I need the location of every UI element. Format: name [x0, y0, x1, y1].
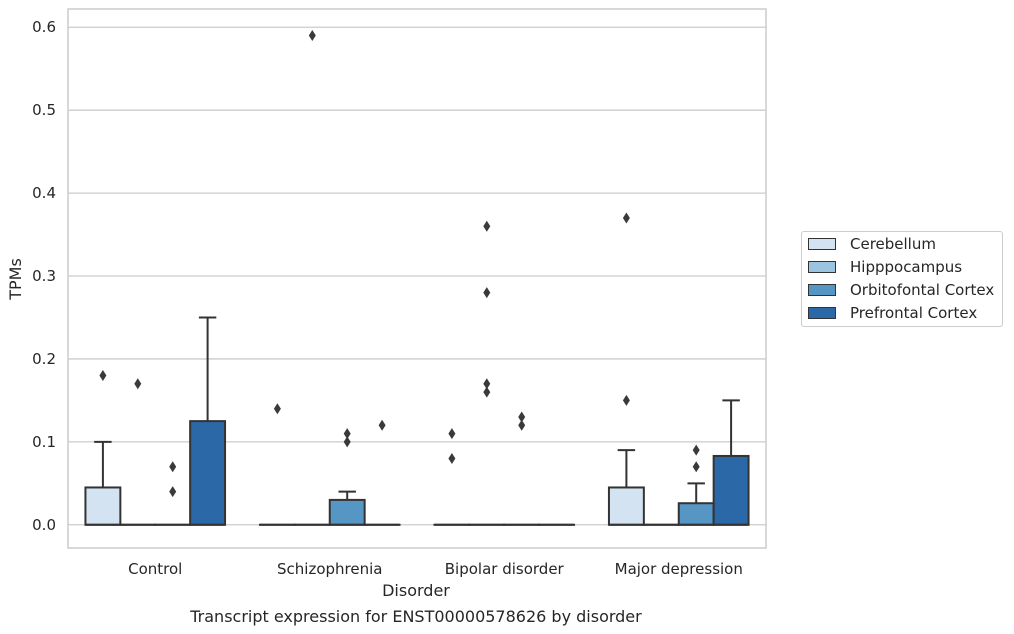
legend-swatch-prefrontal-cortex — [808, 307, 836, 319]
outlier-point — [169, 461, 177, 473]
legend-item-orbitofrontal-cortex: Orbitofontal Cortex — [808, 280, 994, 300]
box-hipppocampus-bipolar-disorder — [468, 220, 506, 526]
box-orbitofontal-cortex-control — [154, 461, 192, 526]
outlier-point — [483, 220, 491, 232]
legend-item-prefrontal-cortex: Prefrontal Cortex — [808, 303, 977, 323]
outlier-point — [273, 403, 281, 415]
legend-swatch-orbitofrontal-cortex — [808, 284, 836, 296]
box-orbitofontal-cortex-schizophrenia — [328, 428, 366, 526]
box-body — [189, 420, 227, 526]
legend-label-hippocampus: Hipppocampus — [850, 258, 963, 276]
box-hipppocampus-schizophrenia — [293, 30, 331, 526]
legend-item-hippocampus: Hipppocampus — [808, 257, 962, 277]
x-tick-label: Major depression — [615, 560, 743, 578]
outlier-point — [448, 428, 456, 440]
box-cerebellum-major-depression — [607, 212, 645, 526]
box-body — [677, 502, 715, 526]
y-tick-label: 0.4 — [32, 184, 56, 202]
legend: Cerebellum Hipppocampus Orbitofontal Cor… — [801, 231, 1003, 327]
box-cerebellum-control — [84, 370, 122, 526]
box-prefrontal-cortex-schizophrenia — [363, 419, 401, 526]
outlier-point — [169, 486, 177, 498]
outlier-point — [448, 452, 456, 464]
box-prefrontal-cortex-control — [189, 316, 227, 526]
x-tick-label: Schizophrenia — [277, 560, 382, 578]
box-body — [84, 486, 122, 526]
box-prefrontal-cortex-major-depression — [712, 399, 750, 526]
outlier-point — [622, 212, 630, 224]
outlier-point — [622, 394, 630, 406]
outlier-point — [518, 411, 526, 423]
box-cerebellum-schizophrenia — [258, 403, 296, 526]
outlier-point — [378, 419, 386, 431]
x-axis-label: Disorder — [382, 581, 450, 600]
outlier-point — [343, 436, 351, 448]
box-cerebellum-bipolar-disorder — [433, 428, 471, 526]
box-plot-series — [84, 30, 750, 526]
outlier-point — [483, 287, 491, 299]
outlier-point — [692, 461, 700, 473]
y-axis-label: TPMs — [6, 258, 25, 301]
y-tick-label: 0.3 — [32, 267, 56, 285]
legend-label-prefrontal-cortex: Prefrontal Cortex — [850, 304, 978, 322]
box-orbitofontal-cortex-bipolar-disorder — [503, 411, 541, 526]
y-tick-label: 0.2 — [32, 350, 56, 368]
chart-caption: Transcript expression for ENST0000057862… — [189, 607, 642, 626]
x-tick-labels: Control Schizophrenia Bipolar disorder Majo… — [128, 560, 743, 578]
y-tick-label: 0.5 — [32, 101, 56, 119]
outlier-point — [134, 378, 142, 390]
y-tick-labels: 0.0 0.1 0.2 0.3 0.4 0.5 0.6 — [32, 18, 56, 534]
legend-item-cerebellum: Cerebellum — [808, 234, 936, 254]
box-orbitofontal-cortex-major-depression — [677, 444, 715, 526]
legend-label-cerebellum: Cerebellum — [850, 235, 936, 253]
grid-lines — [68, 26, 766, 526]
outlier-point — [99, 370, 107, 382]
y-tick-label: 0.6 — [32, 18, 56, 36]
plot-area-frame — [67, 8, 767, 549]
legend-swatch-cerebellum — [808, 238, 836, 250]
y-tick-label: 0.0 — [32, 516, 56, 534]
outlier-point — [518, 419, 526, 431]
outlier-point — [308, 30, 316, 42]
y-tick-label: 0.1 — [32, 433, 56, 451]
x-tick-label: Control — [128, 560, 182, 578]
outlier-point — [692, 444, 700, 456]
outlier-point — [483, 386, 491, 398]
box-body — [607, 486, 645, 526]
legend-swatch-hippocampus — [808, 261, 836, 273]
box-hipppocampus-control — [119, 378, 157, 526]
outlier-point — [343, 428, 351, 440]
box-body — [712, 454, 750, 526]
x-tick-label: Bipolar disorder — [445, 560, 565, 578]
legend-label-orbitofrontal-cortex: Orbitofontal Cortex — [850, 281, 995, 299]
box-body — [328, 498, 366, 526]
outlier-point — [483, 378, 491, 390]
